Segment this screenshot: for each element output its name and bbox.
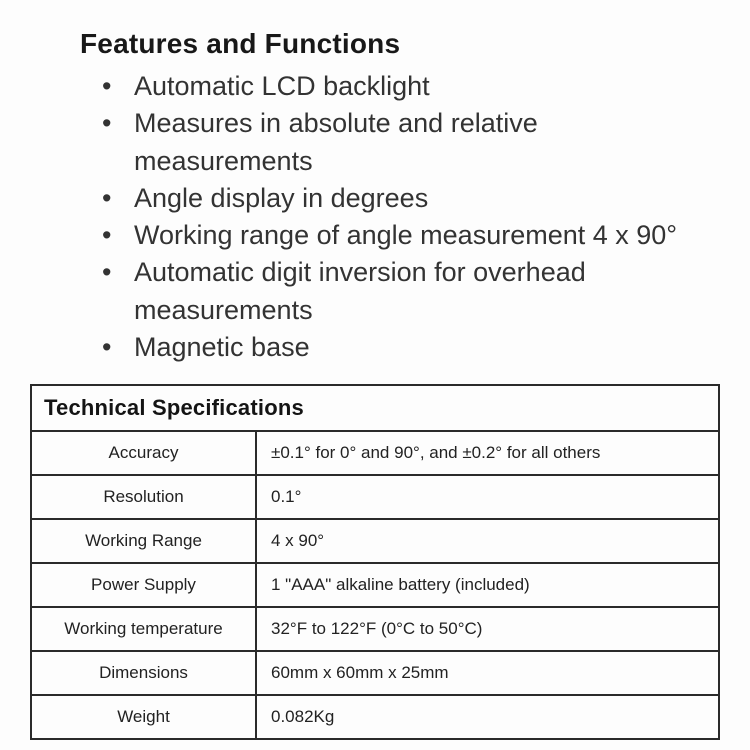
list-item: Automatic digit inversion for overhead m… <box>102 254 720 329</box>
spec-value: 60mm x 60mm x 25mm <box>256 651 719 695</box>
spec-label: Dimensions <box>31 651 256 695</box>
spec-label: Weight <box>31 695 256 739</box>
list-item: Measures in absolute and relative measur… <box>102 105 720 180</box>
table-row: Resolution 0.1° <box>31 475 719 519</box>
spec-label: Power Supply <box>31 563 256 607</box>
spec-table-title: Technical Specifications <box>31 385 719 431</box>
spec-value: 1 "AAA" alkaline battery (included) <box>256 563 719 607</box>
table-row: Accuracy ±0.1° for 0° and 90°, and ±0.2°… <box>31 431 719 475</box>
spec-label: Accuracy <box>31 431 256 475</box>
spec-value: 32°F to 122°F (0°C to 50°C) <box>256 607 719 651</box>
list-item: Automatic LCD backlight <box>102 68 720 105</box>
spec-label: Working Range <box>31 519 256 563</box>
table-row: Working temperature 32°F to 122°F (0°C t… <box>31 607 719 651</box>
spec-value: 0.1° <box>256 475 719 519</box>
list-item: Angle display in degrees <box>102 180 720 217</box>
table-row: Power Supply 1 "AAA" alkaline battery (i… <box>31 563 719 607</box>
table-row: Dimensions 60mm x 60mm x 25mm <box>31 651 719 695</box>
features-list: Automatic LCD backlight Measures in abso… <box>102 68 720 366</box>
spec-label: Working temperature <box>31 607 256 651</box>
table-row: Working Range 4 x 90° <box>31 519 719 563</box>
spec-table: Technical Specifications Accuracy ±0.1° … <box>30 384 720 740</box>
features-heading: Features and Functions <box>80 28 720 60</box>
table-row: Weight 0.082Kg <box>31 695 719 739</box>
list-item: Magnetic base <box>102 329 720 366</box>
spec-label: Resolution <box>31 475 256 519</box>
list-item: Working range of angle measurement 4 x 9… <box>102 217 720 254</box>
spec-value: 4 x 90° <box>256 519 719 563</box>
spec-value: ±0.1° for 0° and 90°, and ±0.2° for all … <box>256 431 719 475</box>
spec-value: 0.082Kg <box>256 695 719 739</box>
table-title-row: Technical Specifications <box>31 385 719 431</box>
